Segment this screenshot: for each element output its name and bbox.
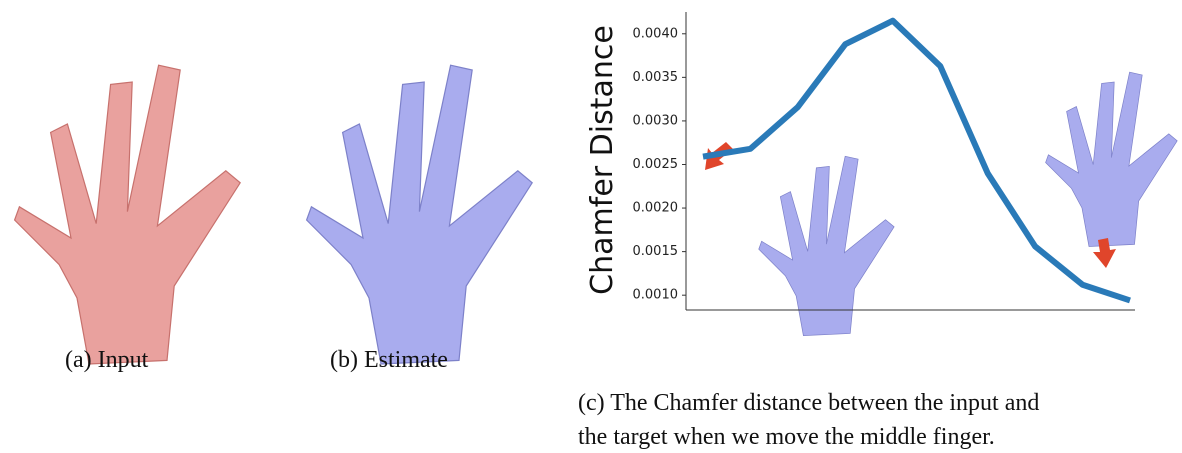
chart-hand-render-start [759, 156, 894, 335]
y-tick-label: 0.0015 [633, 244, 679, 259]
y-tick-label: 0.0020 [633, 201, 679, 216]
caption-a: (a) Input [65, 347, 149, 373]
caption-c-line: (c) The Chamfer distance between the inp… [578, 390, 1039, 416]
line-series [703, 21, 1130, 301]
y-tick-label: 0.0010 [633, 288, 679, 303]
input-hand-render [15, 65, 241, 364]
y-axis-label: Chamfer Distance [585, 25, 620, 295]
estimate-hand-render [307, 65, 533, 364]
y-tick-label: 0.0030 [633, 113, 679, 128]
caption-c-line: the target when we move the middle finge… [578, 424, 995, 450]
y-tick-label: 0.0035 [633, 70, 679, 85]
figure: (a) Input (b) Estimate (c) The Chamfer d… [0, 0, 1182, 453]
y-tick-label: 0.0025 [633, 157, 679, 172]
caption-b: (b) Estimate [330, 347, 448, 373]
chart-hand-render-end [1046, 72, 1178, 246]
y-tick-label: 0.0040 [633, 26, 679, 41]
